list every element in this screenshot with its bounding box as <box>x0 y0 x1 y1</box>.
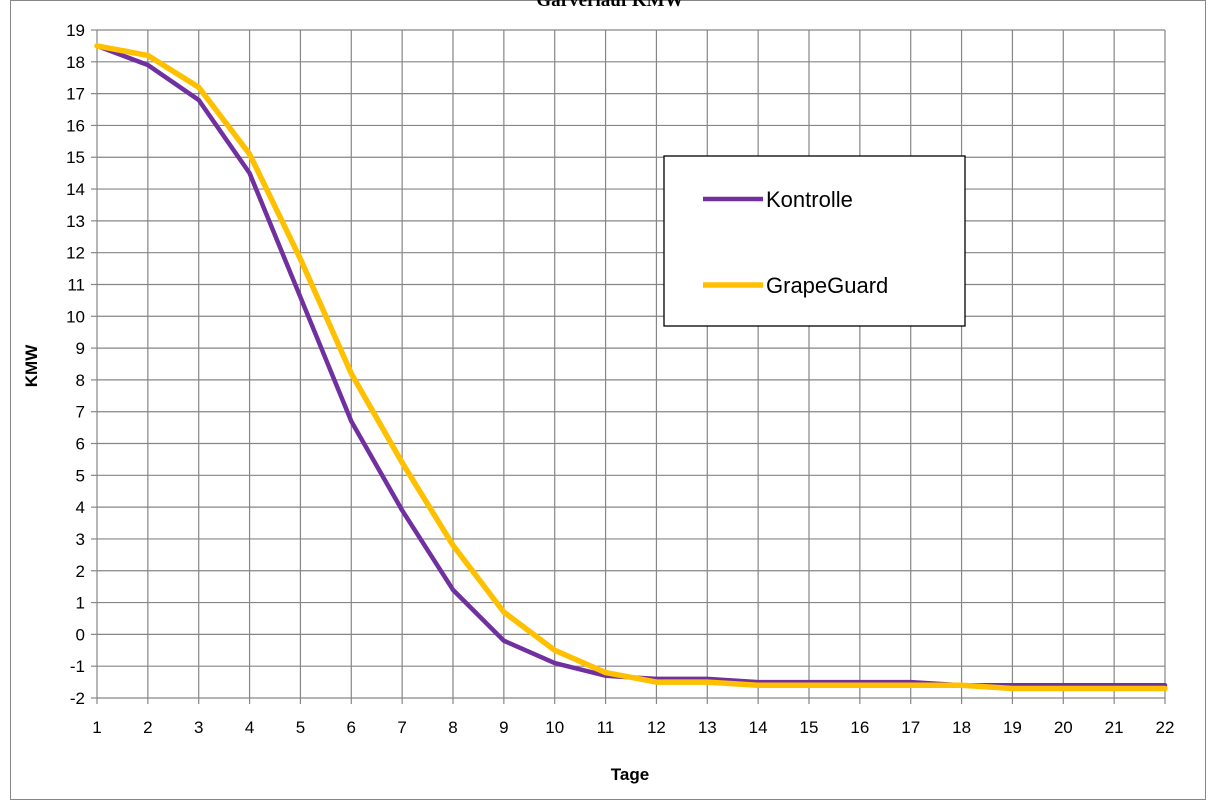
x-tick-label: 8 <box>448 718 457 737</box>
y-tick-label: 1 <box>76 594 85 613</box>
x-axis-ticks: 1 2 3 4 5 6 7 8 9 10 11 12 13 14 15 16 17 18 19 20 21 22 <box>92 718 1174 737</box>
y-tick-label: 10 <box>66 307 85 326</box>
y-tick-label: 17 <box>66 85 85 104</box>
y-tick-label: 15 <box>66 148 85 167</box>
y-tick-label: 8 <box>76 371 85 390</box>
legend-label: GrapeGuard <box>766 273 888 298</box>
chart-title: Gärverlauf KMW <box>536 0 683 11</box>
x-tick-label: 19 <box>1003 718 1022 737</box>
x-tick-label: 1 <box>92 718 101 737</box>
y-tick-label: 9 <box>76 339 85 358</box>
x-tick-label: 16 <box>850 718 869 737</box>
legend-box <box>663 155 966 327</box>
y-tick-label: 11 <box>67 275 85 294</box>
x-tick-label: 14 <box>749 718 768 737</box>
y-tick-label: -1 <box>70 657 85 676</box>
grid <box>91 29 1166 704</box>
x-tick-label: 2 <box>143 718 152 737</box>
y-tick-label: 14 <box>66 180 85 199</box>
x-tick-label: 11 <box>597 718 615 737</box>
y-tick-label: 19 <box>66 21 85 40</box>
x-tick-label: 20 <box>1054 718 1073 737</box>
y-tick-label: 0 <box>76 625 85 644</box>
y-tick-label: 5 <box>76 466 85 485</box>
y-tick-label: 3 <box>76 530 85 549</box>
x-tick-label: 7 <box>397 718 406 737</box>
x-tick-label: 17 <box>901 718 920 737</box>
series-lines <box>94 43 1168 692</box>
x-tick-label: 15 <box>800 718 819 737</box>
x-tick-label: 3 <box>194 718 203 737</box>
legend: Kontrolle GrapeGuard <box>663 155 966 327</box>
x-tick-label: 21 <box>1105 718 1124 737</box>
y-tick-label: 4 <box>76 498 85 517</box>
y-tick-label: 13 <box>66 212 85 231</box>
x-tick-label: 13 <box>698 718 717 737</box>
y-axis-title: KMW <box>22 344 41 387</box>
x-tick-label: 22 <box>1156 718 1175 737</box>
y-tick-label: 2 <box>76 562 85 581</box>
x-tick-label: 9 <box>499 718 508 737</box>
series-line-grapeguard <box>94 43 1168 692</box>
series-line-kontrolle <box>94 43 1168 688</box>
y-tick-label: 18 <box>66 53 85 72</box>
x-tick-label: 5 <box>296 718 305 737</box>
x-axis-title: Tage <box>611 765 649 784</box>
y-tick-label: 16 <box>66 116 85 135</box>
y-tick-label: 7 <box>76 403 85 422</box>
x-tick-label: 18 <box>952 718 971 737</box>
x-tick-label: 6 <box>347 718 356 737</box>
y-tick-label: -2 <box>70 689 85 708</box>
y-tick-label: 6 <box>76 435 85 454</box>
x-tick-label: 12 <box>647 718 666 737</box>
legend-label: Kontrolle <box>766 187 853 212</box>
x-tick-label: 10 <box>545 718 564 737</box>
y-tick-label: 12 <box>66 244 85 263</box>
x-tick-label: 4 <box>245 718 254 737</box>
